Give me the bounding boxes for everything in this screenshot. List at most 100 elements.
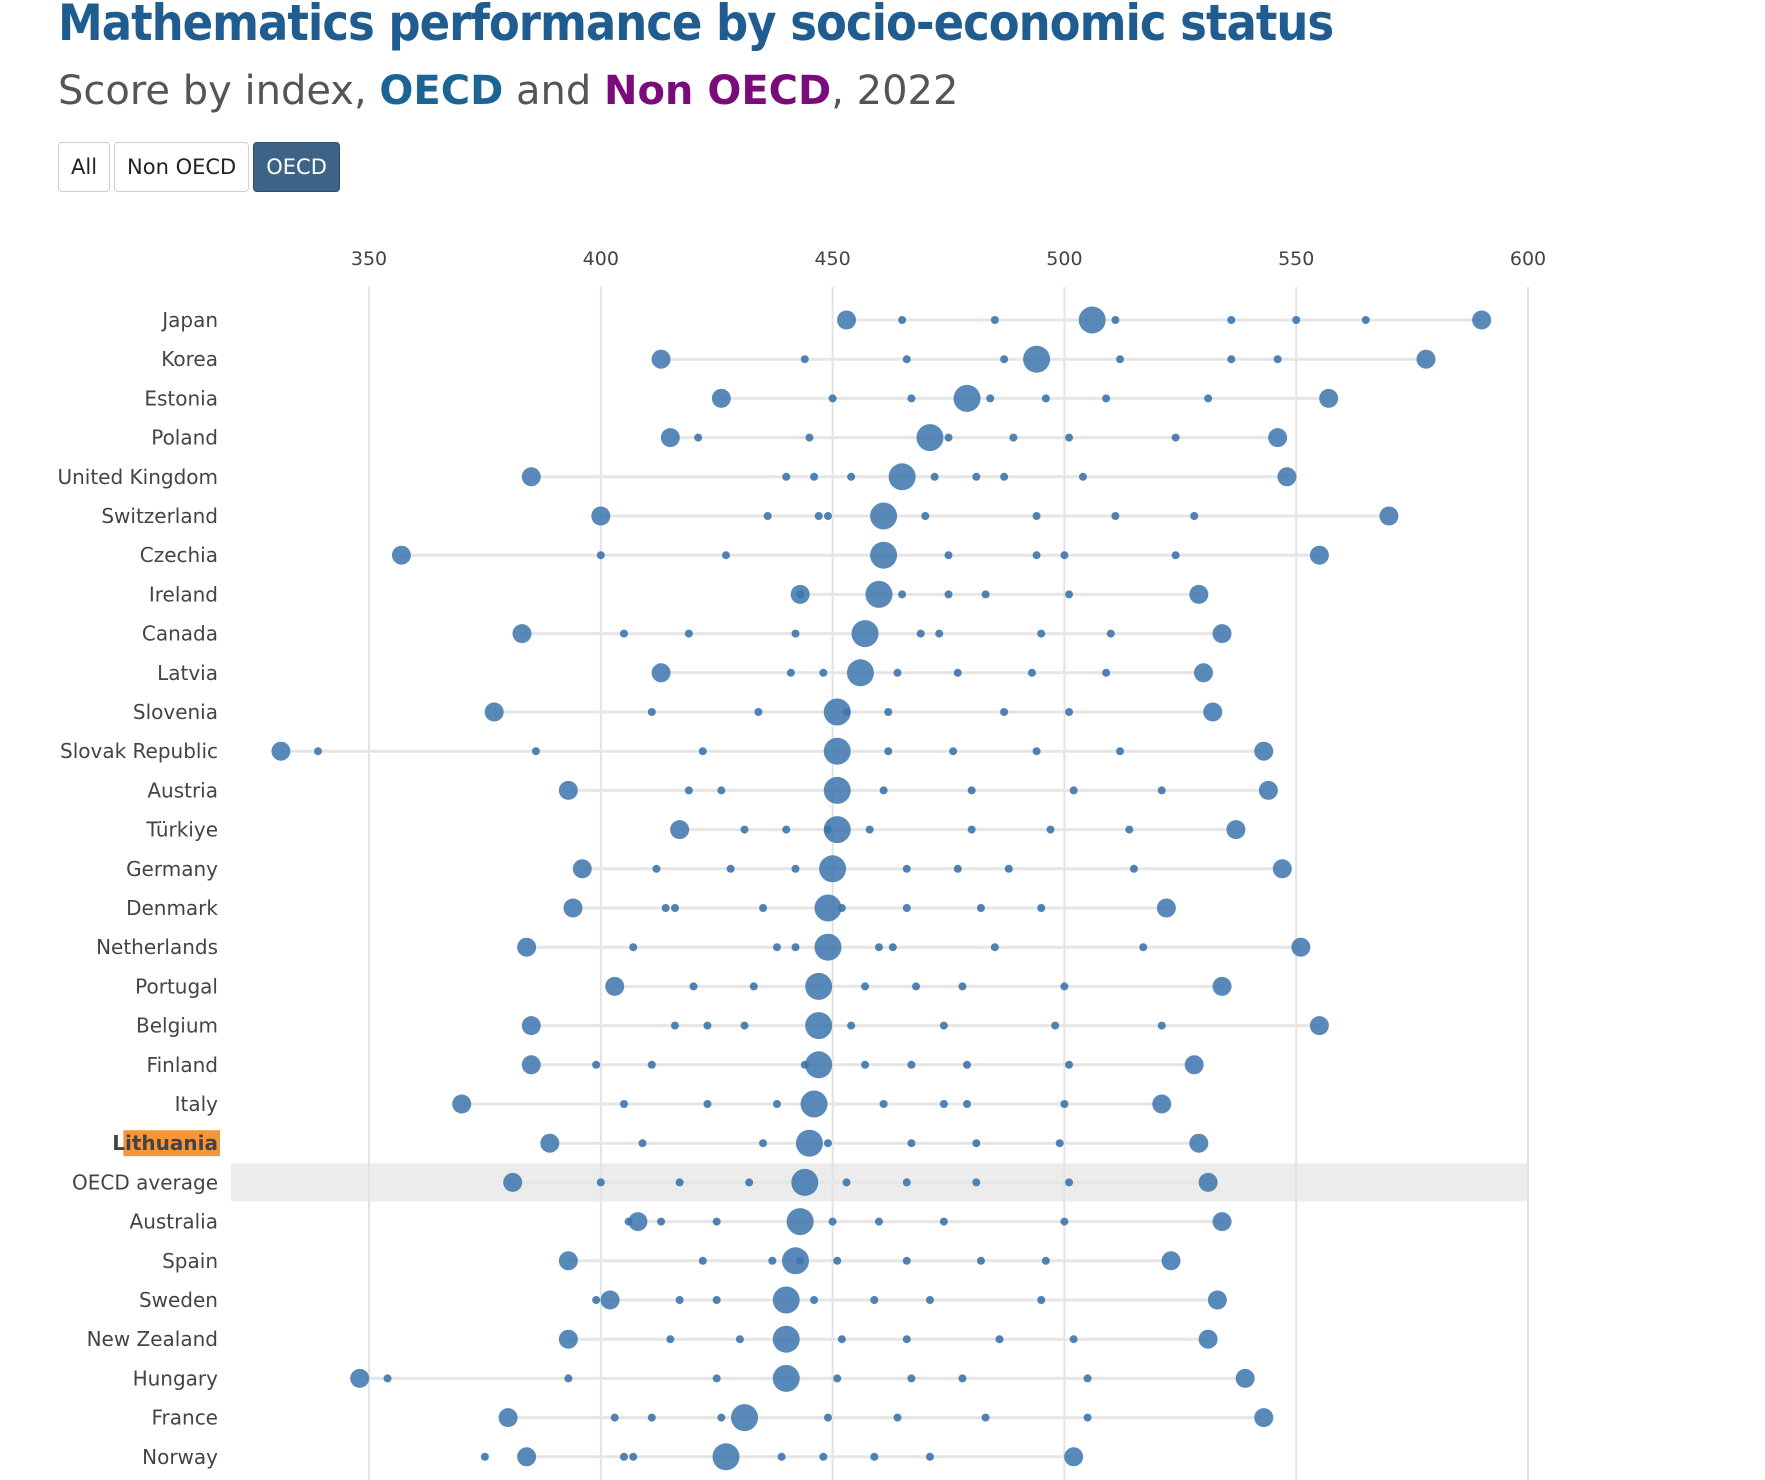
decile-dot <box>1292 316 1301 324</box>
decile-dot <box>531 747 540 756</box>
decile-dot <box>972 1178 981 1187</box>
country-label: Türkiye <box>145 818 218 842</box>
top-decile-dot <box>1309 545 1329 565</box>
mean-dot <box>805 1012 833 1040</box>
decile-dot <box>870 1452 879 1461</box>
country-label: Korea <box>161 347 218 371</box>
decile-dot <box>763 512 772 520</box>
decile-dot <box>944 551 953 560</box>
filter-non-oecd-button[interactable]: Non OECD <box>114 142 250 192</box>
mean-dot <box>772 1325 800 1353</box>
decile-dot <box>675 1296 684 1304</box>
x-tick-label: 500 <box>1046 248 1082 270</box>
decile-dot <box>1060 1217 1069 1226</box>
top-decile-dot <box>1416 349 1436 369</box>
filter-oecd-button[interactable]: OECD <box>253 142 340 192</box>
x-tick-label: 400 <box>583 248 619 270</box>
mean-dot <box>814 894 842 922</box>
bottom-decile-dot <box>503 1172 523 1192</box>
decile-dot <box>721 551 730 560</box>
decile-dot <box>759 1139 768 1148</box>
decile-dot <box>842 1178 851 1187</box>
decile-dot <box>976 904 985 912</box>
top-decile-dot <box>1189 1133 1209 1153</box>
decile-dot <box>1129 864 1138 873</box>
filter-all-button[interactable]: All <box>58 142 111 192</box>
decile-dot <box>694 433 703 442</box>
country-label: Latvia <box>157 661 218 685</box>
decile-dot <box>791 943 800 952</box>
decile-dot <box>689 982 698 991</box>
decile-dot <box>1000 708 1009 716</box>
bottom-decile-dot <box>572 859 592 879</box>
decile-dot <box>740 1021 749 1030</box>
decile-dot <box>1037 629 1046 638</box>
decile-dot <box>995 1335 1004 1344</box>
bottom-decile-dot <box>837 310 857 330</box>
decile-dot <box>902 355 911 364</box>
country-label: Switzerland <box>101 504 218 528</box>
decile-dot <box>717 1413 726 1422</box>
decile-dot <box>619 1100 628 1108</box>
decile-dot <box>884 747 893 756</box>
decile-dot <box>1065 590 1074 599</box>
country-label: Ireland <box>149 582 218 606</box>
decile-dot <box>740 825 749 834</box>
country-label: Estonia <box>144 386 218 410</box>
decile-dot <box>647 1060 656 1069</box>
decile-dot <box>837 1335 846 1344</box>
mean-dot <box>870 502 898 530</box>
mean-dot <box>712 1443 740 1471</box>
decile-dot <box>791 864 800 873</box>
mean-dot <box>805 1051 833 1079</box>
decile-dot <box>670 1021 679 1030</box>
decile-dot <box>772 943 781 952</box>
decile-dot <box>902 1256 911 1265</box>
country-label: United Kingdom <box>57 465 218 489</box>
decile-dot <box>1065 1060 1074 1069</box>
top-decile-dot <box>1254 741 1274 761</box>
decile-dot <box>981 1413 990 1422</box>
decile-dot <box>791 629 800 638</box>
mean-dot <box>870 541 898 569</box>
bottom-decile-dot <box>628 1212 648 1232</box>
top-decile-dot <box>1258 780 1278 800</box>
bottom-decile-dot <box>563 898 583 918</box>
country-label: Netherlands <box>96 935 218 959</box>
decile-dot <box>772 1100 781 1108</box>
decile-dot <box>907 394 916 403</box>
top-decile-dot <box>1272 859 1292 879</box>
decile-dot <box>703 1021 712 1030</box>
decile-dot <box>1041 394 1050 403</box>
decile-dot <box>893 1413 902 1422</box>
decile-dot <box>939 1217 948 1226</box>
bottom-decile-dot <box>484 702 504 722</box>
bottom-decile-dot <box>452 1094 472 1114</box>
decile-dot <box>1032 551 1041 560</box>
country-label: Finland <box>147 1053 218 1077</box>
decile-dot <box>972 1139 981 1148</box>
bottom-decile-dot <box>670 820 690 840</box>
bottom-decile-dot <box>271 741 291 761</box>
decile-dot <box>1037 1296 1046 1304</box>
decile-dot <box>930 472 939 481</box>
country-label: OECD average <box>72 1170 218 1194</box>
decile-dot <box>1083 1374 1092 1383</box>
mean-dot <box>1023 345 1051 373</box>
bottom-decile-dot <box>521 467 541 487</box>
country-label: New Zealand <box>87 1327 218 1351</box>
decile-dot <box>833 1374 842 1383</box>
top-decile-dot <box>1226 820 1246 840</box>
decile-dot <box>383 1374 392 1383</box>
decile-dot <box>1078 472 1087 481</box>
country-label: France <box>151 1406 218 1430</box>
decile-dot <box>935 629 944 638</box>
decile-dot <box>1111 316 1120 324</box>
decile-dot <box>314 747 323 756</box>
mean-dot <box>1078 306 1106 334</box>
bottom-decile-dot <box>558 1251 578 1271</box>
mean-dot <box>823 737 851 765</box>
bottom-decile-dot <box>711 388 731 408</box>
bottom-decile-dot <box>391 545 411 565</box>
decile-dot <box>1051 1021 1060 1030</box>
